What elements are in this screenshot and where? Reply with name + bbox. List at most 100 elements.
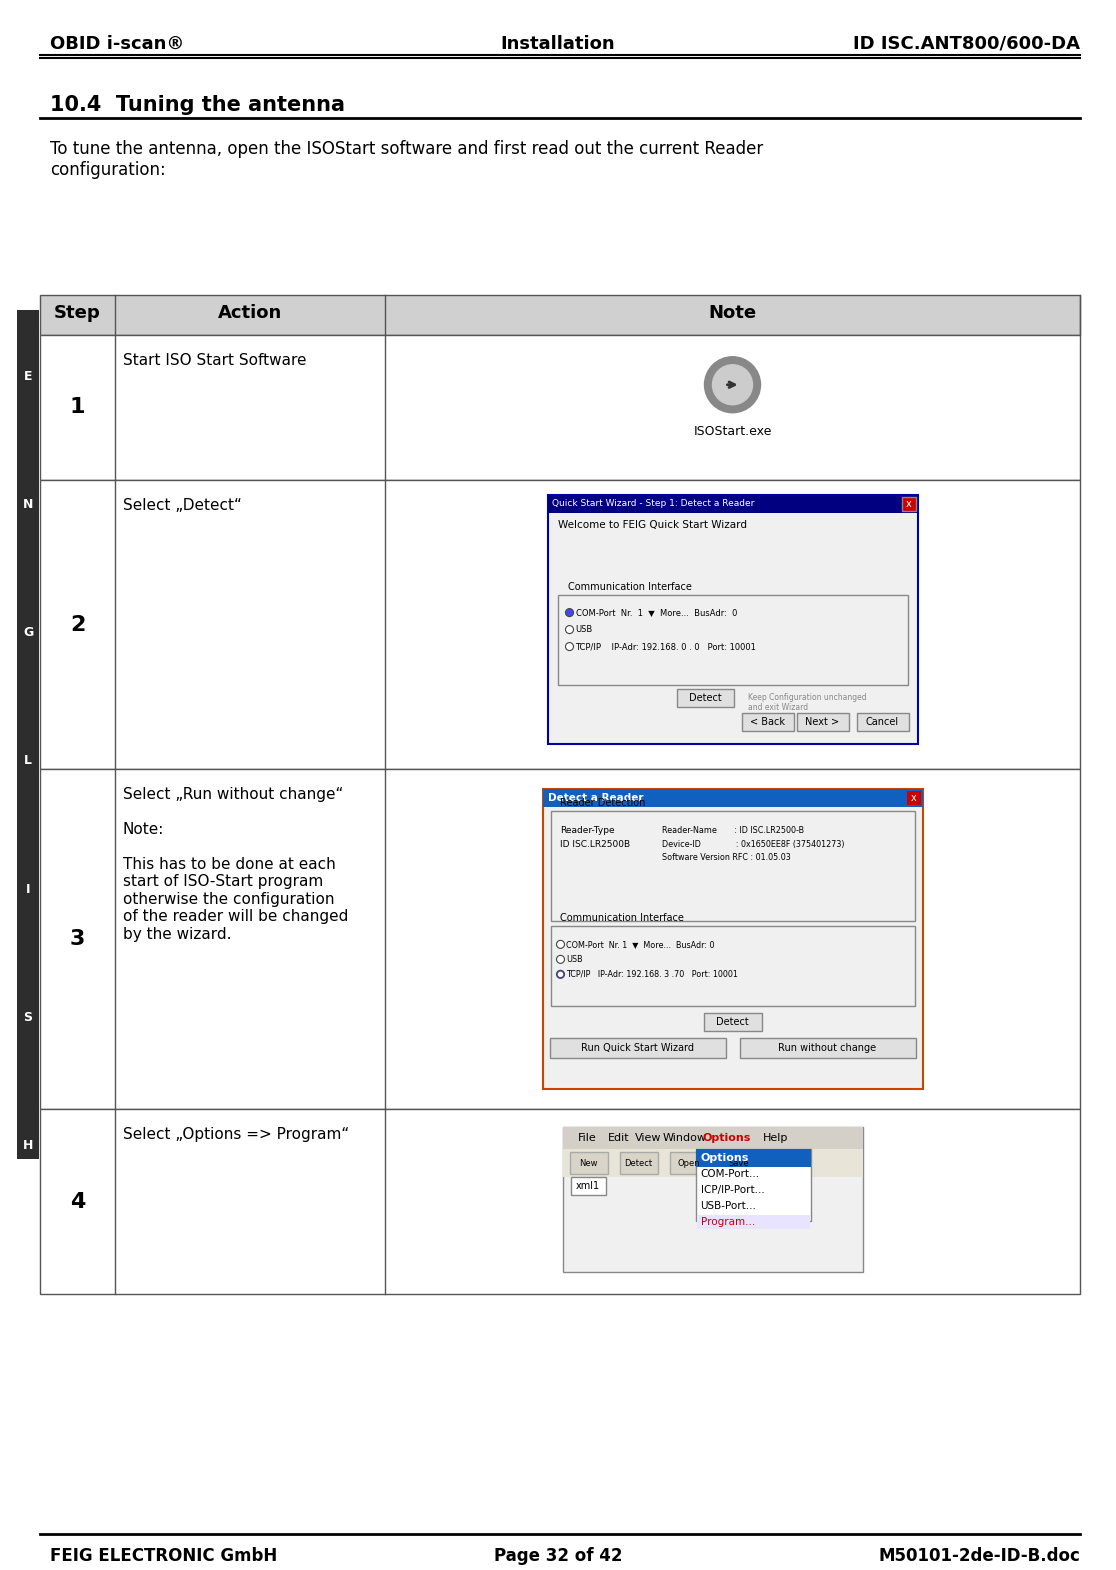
Bar — [40, 480, 1080, 769]
Text: ID ISC.ANT800/600-DA: ID ISC.ANT800/600-DA — [853, 35, 1080, 53]
Text: M50101-2de-ID-B.doc: M50101-2de-ID-B.doc — [878, 1546, 1080, 1565]
FancyBboxPatch shape — [619, 1152, 657, 1174]
Text: Keep Configuration unchanged
and exit Wizard: Keep Configuration unchanged and exit Wi… — [748, 692, 866, 711]
Text: Select „Options => Program“: Select „Options => Program“ — [123, 1127, 349, 1143]
Text: 10.4  Tuning the antenna: 10.4 Tuning the antenna — [50, 94, 345, 115]
Circle shape — [566, 625, 574, 634]
Circle shape — [568, 611, 571, 614]
FancyBboxPatch shape — [797, 713, 848, 730]
Text: COM-Port  Nr.  1  ▼  More...  BusAdr:  0: COM-Port Nr. 1 ▼ More... BusAdr: 0 — [576, 608, 737, 617]
Circle shape — [557, 940, 565, 948]
Text: H: H — [22, 1140, 33, 1152]
Bar — [548, 495, 917, 513]
Bar — [542, 790, 923, 807]
Text: Help: Help — [762, 1134, 788, 1143]
Bar — [696, 1215, 809, 1229]
Text: Step: Step — [54, 303, 100, 322]
Circle shape — [557, 956, 565, 964]
Bar — [40, 334, 1080, 480]
Circle shape — [557, 970, 565, 978]
Bar — [40, 1110, 1080, 1294]
Text: COM-Port  Nr. 1  ▼  More...  BusAdr: 0: COM-Port Nr. 1 ▼ More... BusAdr: 0 — [567, 940, 715, 948]
Text: x: x — [905, 499, 912, 509]
Text: 1: 1 — [69, 397, 85, 418]
Text: Communication Interface: Communication Interface — [560, 914, 684, 923]
Text: View: View — [635, 1134, 661, 1143]
FancyBboxPatch shape — [856, 713, 908, 730]
Text: File: File — [577, 1134, 596, 1143]
Text: Quick Start Wizard - Step 1: Detect a Reader: Quick Start Wizard - Step 1: Detect a Re… — [552, 499, 754, 509]
Text: Next >: Next > — [806, 716, 839, 727]
Text: Page 32 of 42: Page 32 of 42 — [493, 1546, 623, 1565]
FancyBboxPatch shape — [741, 713, 793, 730]
Bar — [17, 309, 39, 1159]
Text: N: N — [22, 498, 33, 510]
Bar — [570, 1178, 606, 1195]
Text: < Back: < Back — [750, 716, 785, 727]
FancyBboxPatch shape — [740, 1038, 915, 1058]
Text: 2: 2 — [70, 614, 85, 634]
Text: Detect: Detect — [625, 1159, 653, 1168]
Bar — [40, 295, 1080, 334]
Bar — [906, 791, 921, 805]
FancyBboxPatch shape — [549, 1038, 725, 1058]
Text: Start ISO Start Software: Start ISO Start Software — [123, 353, 307, 367]
Text: Save: Save — [728, 1159, 749, 1168]
Text: Welcome to FEIG Quick Start Wizard: Welcome to FEIG Quick Start Wizard — [558, 520, 747, 529]
Bar — [40, 1110, 1080, 1294]
Text: Options: Options — [701, 1154, 749, 1163]
Text: COM-Port...: COM-Port... — [701, 1170, 760, 1179]
Bar — [542, 790, 923, 1090]
Text: G: G — [22, 626, 33, 639]
Text: USB: USB — [576, 625, 593, 634]
Bar — [695, 1149, 810, 1221]
Text: Communication Interface: Communication Interface — [568, 581, 692, 592]
Text: FEIG ELECTRONIC GmbH: FEIG ELECTRONIC GmbH — [50, 1546, 277, 1565]
Text: S: S — [23, 1011, 32, 1024]
FancyBboxPatch shape — [670, 1152, 708, 1174]
Text: USB: USB — [567, 955, 584, 964]
Text: OBID i-scan®: OBID i-scan® — [50, 35, 184, 53]
Text: Open: Open — [677, 1159, 700, 1168]
Text: To tune the antenna, open the ISOStart software and first read out the current R: To tune the antenna, open the ISOStart s… — [50, 140, 763, 179]
Text: Program...: Program... — [701, 1217, 754, 1228]
Circle shape — [704, 356, 760, 413]
Text: TCP/IP    IP-Adr: 192.168. 0 . 0   Port: 10001: TCP/IP IP-Adr: 192.168. 0 . 0 Port: 1000… — [576, 642, 757, 652]
Text: Note: Note — [709, 303, 757, 322]
Text: ISOStart.exe: ISOStart.exe — [693, 425, 771, 438]
Bar — [562, 1149, 863, 1178]
Bar — [40, 334, 1080, 480]
Text: Action: Action — [218, 303, 282, 322]
Text: Installation: Installation — [501, 35, 615, 53]
Text: Detect: Detect — [716, 1017, 749, 1027]
FancyBboxPatch shape — [548, 495, 917, 744]
Text: TCP/IP   IP-Adr: 192.168. 3 .70   Port: 10001: TCP/IP IP-Adr: 192.168. 3 .70 Port: 1000… — [567, 970, 739, 978]
Text: USB-Port...: USB-Port... — [701, 1201, 757, 1210]
Circle shape — [566, 609, 574, 617]
Text: Reader Detection: Reader Detection — [560, 799, 646, 809]
Text: L: L — [25, 755, 32, 768]
Text: Edit: Edit — [607, 1134, 629, 1143]
FancyBboxPatch shape — [550, 812, 914, 922]
FancyBboxPatch shape — [550, 926, 914, 1006]
Circle shape — [712, 364, 752, 405]
Bar — [40, 480, 1080, 769]
Bar — [40, 769, 1080, 1110]
FancyBboxPatch shape — [676, 689, 733, 706]
Text: Run Quick Start Wizard: Run Quick Start Wizard — [581, 1044, 694, 1053]
Bar — [562, 1127, 863, 1149]
FancyBboxPatch shape — [720, 1152, 758, 1174]
Text: Select „Run without change“

Note:

This has to be done at each
start of ISO-Sta: Select „Run without change“ Note: This h… — [123, 788, 348, 942]
Text: Reader-Type
ID ISC.LR2500B: Reader-Type ID ISC.LR2500B — [560, 826, 631, 849]
Bar — [562, 1127, 863, 1272]
Text: 4: 4 — [70, 1192, 85, 1212]
FancyBboxPatch shape — [569, 1152, 607, 1174]
Circle shape — [566, 642, 574, 650]
FancyBboxPatch shape — [558, 595, 907, 685]
Bar — [902, 496, 915, 510]
Text: E: E — [23, 371, 32, 383]
Text: Window: Window — [663, 1134, 706, 1143]
Text: I: I — [26, 882, 30, 896]
Bar — [695, 1149, 810, 1167]
Text: 3: 3 — [70, 929, 85, 950]
